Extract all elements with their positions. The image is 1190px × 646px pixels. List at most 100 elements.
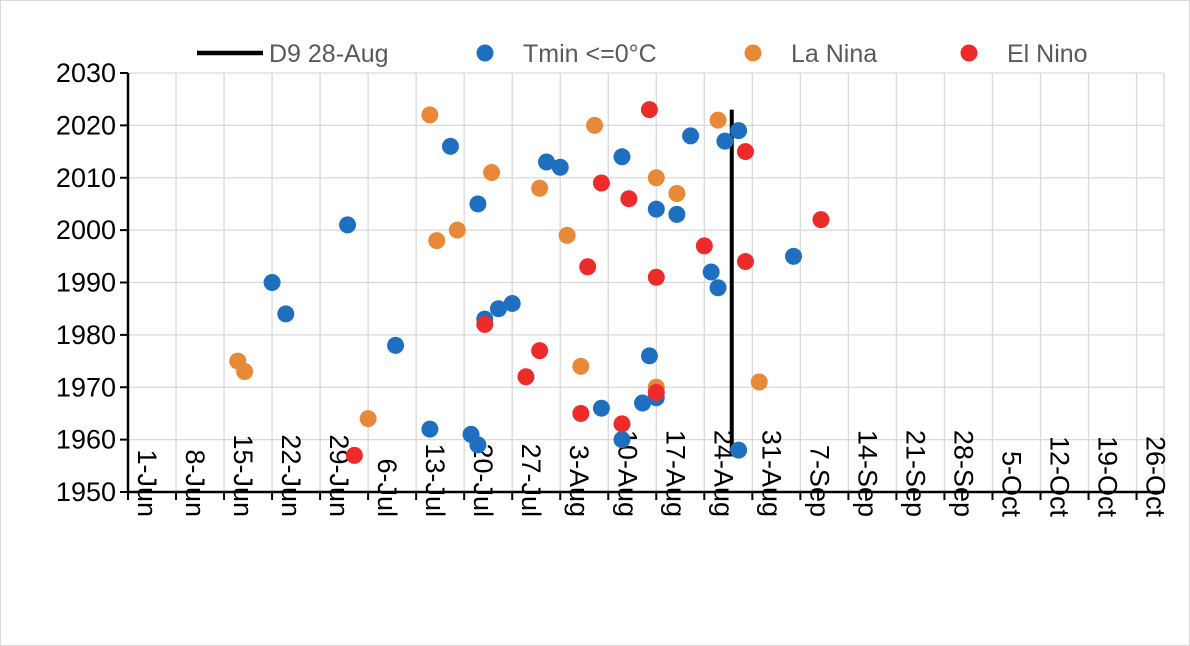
x-tick-label: 13-Jul bbox=[420, 443, 450, 517]
data-point bbox=[812, 211, 830, 229]
x-tick-label: 21-Sep bbox=[900, 430, 930, 517]
x-tick-label: 28-Sep bbox=[948, 430, 978, 517]
x-tick-label: 6-Jul bbox=[372, 458, 402, 517]
x-tick-label: 8-Jun bbox=[180, 449, 210, 517]
data-point bbox=[613, 431, 631, 449]
y-tick-label: 1970 bbox=[56, 372, 116, 402]
y-tick-label: 2030 bbox=[56, 58, 116, 88]
data-point bbox=[709, 111, 727, 129]
data-point bbox=[236, 363, 254, 381]
legend-marker-dot bbox=[960, 44, 978, 62]
data-point bbox=[592, 174, 610, 192]
legend-marker-dot bbox=[744, 44, 762, 62]
y-tick-label: 1990 bbox=[56, 268, 116, 298]
data-point bbox=[469, 195, 487, 213]
data-point bbox=[716, 132, 734, 150]
data-point bbox=[476, 315, 494, 333]
x-tick-label: 19-Oct bbox=[1093, 436, 1123, 518]
data-point bbox=[586, 116, 604, 134]
data-point bbox=[730, 122, 748, 140]
data-point bbox=[702, 263, 720, 281]
x-tick-label: 3-Aug bbox=[564, 445, 594, 517]
data-point bbox=[551, 158, 569, 176]
y-tick-label: 2000 bbox=[56, 215, 116, 245]
data-point bbox=[613, 415, 631, 433]
x-tick-label: 12-Oct bbox=[1045, 436, 1075, 518]
legend-label: El Nino bbox=[1007, 40, 1088, 68]
gridlines bbox=[128, 72, 1165, 492]
data-point bbox=[640, 347, 658, 365]
y-tick-label: 2010 bbox=[56, 163, 116, 193]
y-tick-label: 1980 bbox=[56, 320, 116, 350]
data-point bbox=[421, 420, 439, 438]
data-point bbox=[538, 153, 556, 171]
x-tick-label: 14-Sep bbox=[852, 430, 882, 517]
data-point bbox=[469, 436, 487, 454]
data-point bbox=[428, 232, 446, 250]
data-point bbox=[730, 441, 748, 459]
x-tick-label: 22-Jun bbox=[276, 434, 306, 517]
x-tick-label: 1-Jun bbox=[132, 449, 162, 517]
x-tick-label: 20-Jul bbox=[468, 443, 498, 517]
data-point bbox=[421, 106, 439, 124]
y-tick-label: 1950 bbox=[56, 477, 116, 507]
legend-label: D9 28-Aug bbox=[269, 40, 389, 68]
data-point bbox=[441, 137, 459, 155]
data-point bbox=[668, 205, 686, 223]
data-point bbox=[531, 342, 549, 360]
data-point bbox=[339, 216, 357, 234]
data-point bbox=[736, 143, 754, 161]
data-point bbox=[517, 368, 535, 386]
y-tick-labels: 1950 1960 1970 1980 1990 2000 2010 2020 2030 bbox=[56, 58, 116, 507]
data-point bbox=[640, 101, 658, 119]
x-tick-label: 24-Aug bbox=[708, 430, 738, 517]
data-point bbox=[620, 190, 638, 208]
legend-label: La Nina bbox=[791, 40, 877, 68]
x-tick-label: 29-Jun bbox=[324, 434, 354, 517]
data-point bbox=[277, 305, 295, 323]
data-point bbox=[572, 357, 590, 375]
data-points bbox=[229, 101, 830, 464]
data-point bbox=[647, 169, 665, 187]
data-point bbox=[387, 336, 405, 354]
x-tick-labels: 1-Jun 8-Jun 15-Jun 22-Jun 29-Jun 6-Jul 13-Jul 2… bbox=[132, 430, 1171, 518]
data-point bbox=[634, 394, 652, 412]
x-tick-label: 7-Sep bbox=[804, 445, 834, 517]
data-point bbox=[750, 373, 768, 391]
series-tmin-0-c bbox=[263, 122, 803, 459]
x-tick-label: 27-Jul bbox=[516, 443, 546, 517]
legend-marker-dot bbox=[476, 44, 494, 62]
x-tick-label: 15-Jun bbox=[228, 434, 258, 517]
data-point bbox=[263, 274, 281, 291]
data-point bbox=[736, 253, 754, 271]
data-point bbox=[709, 279, 727, 297]
data-point bbox=[647, 200, 665, 218]
data-point bbox=[558, 226, 576, 244]
legend: D9 28-Aug Tmin <=0°C La Nina El Nino bbox=[197, 40, 1088, 68]
data-point bbox=[359, 410, 377, 428]
x-tick-label: 31-Aug bbox=[756, 430, 786, 517]
data-point bbox=[448, 221, 466, 239]
data-point bbox=[345, 446, 363, 464]
data-point bbox=[572, 404, 590, 422]
axes bbox=[120, 72, 1164, 500]
data-point bbox=[592, 399, 610, 417]
data-point bbox=[579, 258, 597, 276]
data-point bbox=[682, 127, 700, 145]
data-point bbox=[531, 179, 549, 197]
data-point bbox=[647, 383, 665, 401]
data-point bbox=[613, 148, 631, 166]
legend-label: Tmin <=0°C bbox=[523, 40, 657, 68]
y-tick-label: 1960 bbox=[56, 425, 116, 455]
x-tick-label: 5-Oct bbox=[996, 451, 1026, 518]
series-la-nina bbox=[229, 106, 768, 428]
x-tick-label: 26-Oct bbox=[1141, 436, 1171, 518]
data-point bbox=[483, 164, 501, 182]
y-tick-label: 2020 bbox=[56, 110, 116, 140]
data-point bbox=[647, 268, 665, 286]
data-point bbox=[503, 294, 521, 312]
data-point bbox=[668, 184, 686, 202]
series-el-nino bbox=[345, 101, 830, 464]
